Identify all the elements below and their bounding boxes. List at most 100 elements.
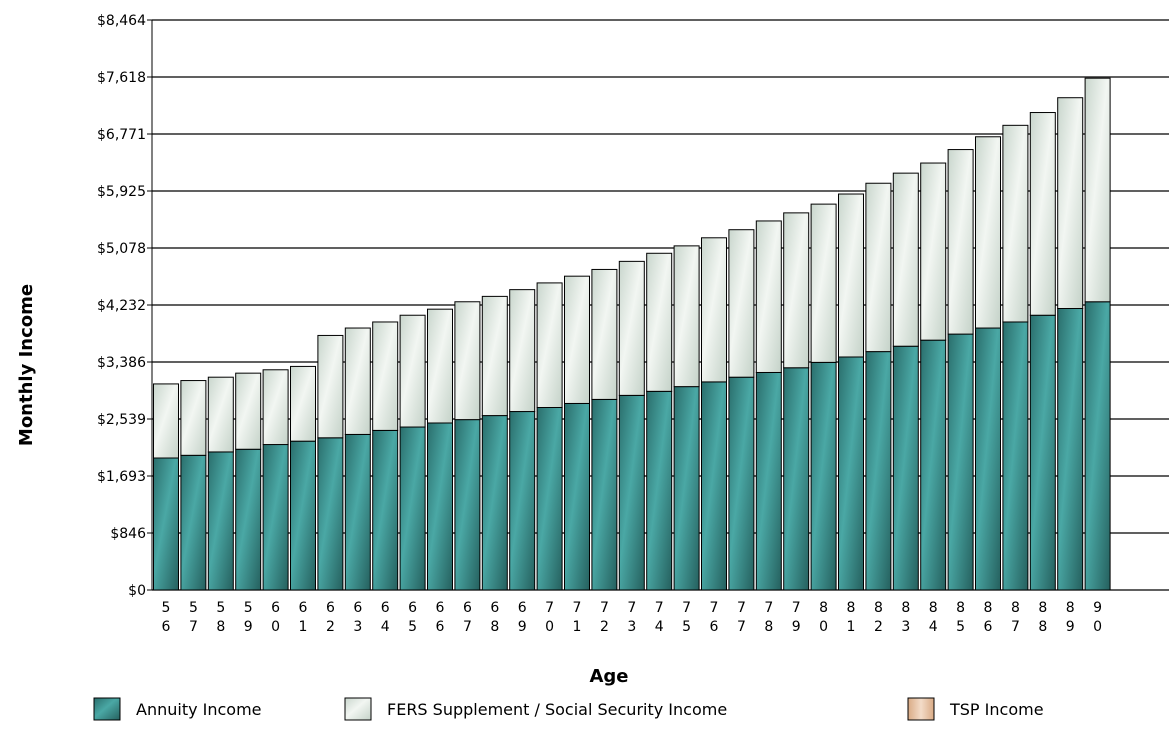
legend-item-annuity-income: Annuity Income xyxy=(93,697,262,721)
bar-fers-supplement-social-security-income-68 xyxy=(481,295,508,417)
x-tick-label: 5 xyxy=(682,619,691,635)
x-tick-label: 6 xyxy=(984,619,993,635)
bar-annuity-income-71 xyxy=(564,402,590,591)
bar-fers-supplement-social-security-income-66 xyxy=(427,308,453,424)
bar-annuity-income-83 xyxy=(892,345,919,591)
x-tick-label: 3 xyxy=(353,619,362,635)
bar-annuity-income-61 xyxy=(290,440,316,591)
x-tick-label: 1 xyxy=(847,619,856,635)
x-tick-label: 5 xyxy=(244,600,253,616)
legend-label: FERS Supplement / Social Security Income xyxy=(387,700,727,719)
bar-annuity-income-56 xyxy=(153,457,179,591)
x-tick-label: 7 xyxy=(682,600,691,616)
y-tick-label: $0 xyxy=(128,583,146,599)
x-tick-label: 6 xyxy=(710,619,719,635)
x-tick-label: 4 xyxy=(929,619,938,635)
bar-fers-supplement-social-security-income-59 xyxy=(235,372,262,450)
bar-annuity-income-78 xyxy=(755,371,782,591)
x-tick-label: 8 xyxy=(874,600,883,616)
y-tick-label: $8,464 xyxy=(97,13,146,29)
bar-annuity-income-63 xyxy=(344,433,371,591)
bar-annuity-income-67 xyxy=(454,419,481,591)
y-axis-ticks: $0 $846 $1,693 $2,539 $3,386 $4,232 $5,078 $5,9… xyxy=(97,13,153,599)
bar-fers-supplement-social-security-income-70 xyxy=(536,282,563,408)
bar-fers-supplement-social-security-income-60 xyxy=(262,369,289,446)
bar-annuity-income-89 xyxy=(1057,308,1084,591)
x-tick-label: 8 xyxy=(984,600,993,616)
x-tick-label: 0 xyxy=(271,619,280,635)
x-tick-label: 3 xyxy=(901,619,910,635)
x-tick-label: 7 xyxy=(573,600,582,616)
bar-fers-supplement-social-security-income-63 xyxy=(344,327,371,435)
bar-annuity-income-65 xyxy=(399,426,426,591)
bar-annuity-income-70 xyxy=(536,406,563,591)
x-tick-label: 5 xyxy=(162,600,171,616)
x-tick-label: 9 xyxy=(518,619,527,635)
y-tick-label: $5,078 xyxy=(97,241,146,257)
x-tick-label: 7 xyxy=(600,600,609,616)
bar-fers-supplement-social-security-income-88 xyxy=(1029,112,1056,316)
x-tick-label: 7 xyxy=(1011,619,1020,635)
x-tick-label: 2 xyxy=(326,619,335,635)
x-tick-label: 6 xyxy=(381,600,390,616)
bar-fers-supplement-social-security-income-64 xyxy=(372,321,399,431)
x-tick-label: 6 xyxy=(162,619,171,635)
x-tick-label: 8 xyxy=(819,600,828,616)
x-tick-label: 0 xyxy=(545,619,554,635)
bar-annuity-income-75 xyxy=(673,386,700,591)
y-tick-label: $5,925 xyxy=(97,184,146,200)
bar-annuity-income-79 xyxy=(783,367,810,591)
x-tick-label: 2 xyxy=(600,619,609,635)
x-tick-label: 6 xyxy=(436,600,445,616)
x-tick-label: 4 xyxy=(381,619,390,635)
y-tick-label: $1,693 xyxy=(97,469,146,485)
bar-annuity-income-68 xyxy=(481,415,508,591)
legend-label: Annuity Income xyxy=(136,700,262,719)
x-tick-label: 8 xyxy=(764,619,773,635)
x-tick-label: 6 xyxy=(408,600,417,616)
bar-fers-supplement-social-security-income-85 xyxy=(947,149,974,335)
bar-fers-supplement-social-security-income-71 xyxy=(564,275,590,404)
bar-fers-supplement-social-security-income-75 xyxy=(673,245,700,388)
y-tick-label: $3,386 xyxy=(97,355,146,371)
legend-swatch xyxy=(93,697,121,721)
y-tick-label: $6,771 xyxy=(97,127,146,143)
x-axis-title: Age xyxy=(589,666,628,687)
bar-annuity-income-85 xyxy=(947,333,974,591)
bar-annuity-income-87 xyxy=(1002,321,1029,591)
legend: Annuity Income FERS Supplement / Social S… xyxy=(93,697,1044,721)
bar-annuity-income-77 xyxy=(728,376,755,591)
bar-fers-supplement-social-security-income-62 xyxy=(317,334,344,439)
bar-annuity-income-76 xyxy=(701,381,727,591)
bar-annuity-income-69 xyxy=(509,411,536,591)
y-tick-label: $7,618 xyxy=(97,70,146,86)
x-tick-label: 6 xyxy=(353,600,362,616)
x-tick-label: 5 xyxy=(189,600,198,616)
bar-fers-supplement-social-security-income-69 xyxy=(509,289,536,413)
x-tick-label: 7 xyxy=(792,600,801,616)
bar-annuity-income-90 xyxy=(1084,301,1111,591)
x-tick-label: 9 xyxy=(792,619,801,635)
bar-annuity-income-80 xyxy=(810,361,837,591)
bar-fers-supplement-social-security-income-67 xyxy=(454,301,481,421)
legend-swatch xyxy=(344,697,372,721)
x-tick-label: 9 xyxy=(1066,619,1075,635)
x-tick-label: 5 xyxy=(408,619,417,635)
bar-fers-supplement-social-security-income-90 xyxy=(1084,77,1111,303)
bar-annuity-income-57 xyxy=(180,454,207,591)
bar-fers-supplement-social-security-income-89 xyxy=(1057,97,1084,310)
x-tick-label: 2 xyxy=(874,619,883,635)
x-tick-label: 5 xyxy=(956,619,965,635)
x-tick-label: 8 xyxy=(1038,619,1047,635)
x-axis-ticks: 5 6 5 7 5 8 5 9 6 0 6 1 6 2 6 3 6 4 6 5 6 6 6 7 6 8 6 9 7 0 7 1 7 2 7 3 7 4 7 5… xyxy=(162,600,1103,635)
x-tick-label: 8 xyxy=(901,600,910,616)
x-tick-label: 8 xyxy=(1011,600,1020,616)
x-tick-label: 7 xyxy=(545,600,554,616)
legend-label: TSP Income xyxy=(949,700,1044,719)
x-tick-label: 0 xyxy=(819,619,828,635)
x-tick-label: 6 xyxy=(326,600,335,616)
x-tick-label: 6 xyxy=(299,600,308,616)
bar-annuity-income-60 xyxy=(262,444,289,591)
x-tick-label: 6 xyxy=(271,600,280,616)
bar-fers-supplement-social-security-income-74 xyxy=(646,252,673,392)
